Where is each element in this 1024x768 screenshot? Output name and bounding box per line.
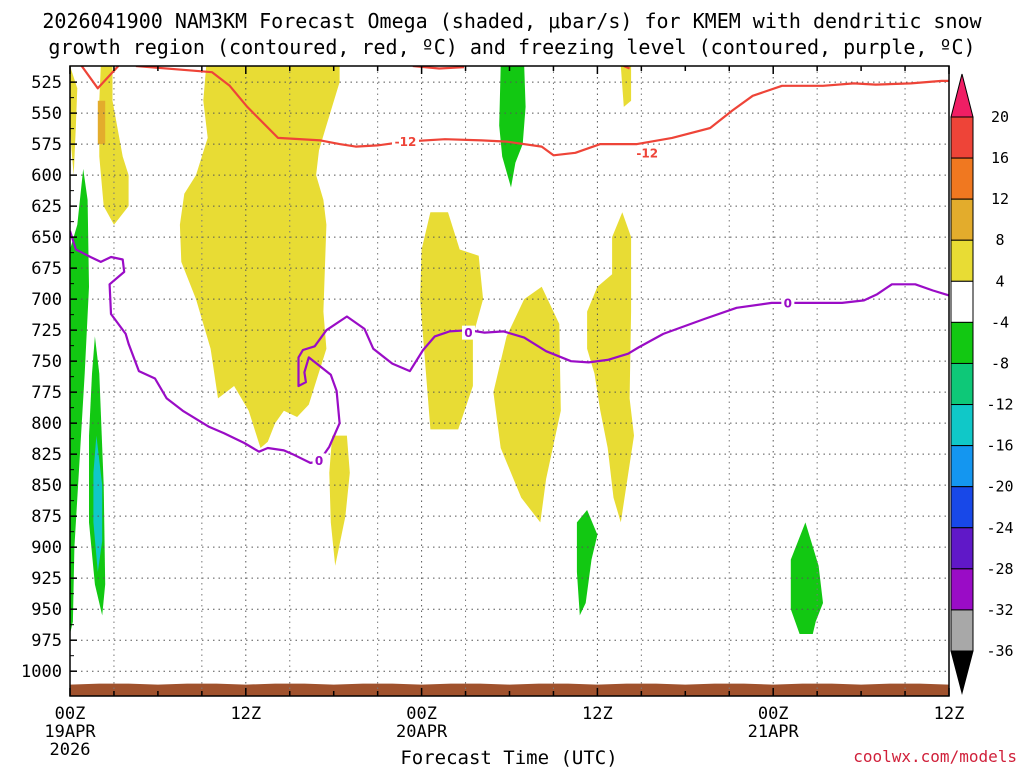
omega-shaded-regions: [70, 66, 823, 634]
x-tick-label-0-2: 2026: [50, 740, 91, 760]
y-tick-label-600: 600: [31, 166, 62, 186]
colorbar-label-9: -20: [986, 478, 1013, 496]
x-tick-label-48-1: 21APR: [748, 722, 800, 742]
colorbar-label-2: 12: [991, 190, 1009, 208]
colorbar-label-1: 16: [991, 149, 1009, 167]
x-tick-label-48-0: 00Z: [758, 704, 789, 724]
dotted-grid: [70, 66, 949, 696]
colorbar-segment-11: [950, 568, 974, 611]
omega-colorbar: 20 16 12 8 4 -4 -8 -12 -16 -20 -24 -28 -32 -36: [950, 73, 1014, 695]
y-tick-label-975: 975: [31, 631, 62, 651]
x-tick-label-0-1: 19APR: [44, 722, 96, 742]
y-tick-label-725: 725: [31, 321, 62, 341]
freezing-contour-label-1: 0: [464, 326, 472, 340]
omega-region-upward-4: [179, 66, 340, 448]
y-tick-label-575: 575: [31, 135, 62, 155]
x-axis-title: Forecast Time (UTC): [400, 747, 617, 768]
colorbar-segment-1: [950, 157, 974, 200]
omega-region-upward-3: [97, 100, 106, 145]
y-tick-label-900: 900: [31, 538, 62, 558]
colorbar-label-6: -8: [991, 354, 1009, 372]
y-tick-label-675: 675: [31, 259, 62, 279]
colorbar-segment-7: [950, 404, 974, 447]
dendritic-label-bg-0: [391, 134, 419, 149]
y-tick-label-875: 875: [31, 507, 62, 527]
colorbar-segment-8: [950, 445, 974, 488]
y-tick-label-750: 750: [31, 352, 62, 372]
freezing-label-bg-0: [312, 453, 326, 468]
x-tick-label-12-0: 12Z: [230, 704, 261, 724]
omega-region-upward-8: [587, 212, 634, 523]
y-tick-label-850: 850: [31, 476, 62, 496]
dendritic-contour-label-1: -12: [636, 146, 658, 160]
colorbar-segment-12: [950, 609, 974, 652]
dendritic-contour-line-0: [80, 66, 120, 90]
colorbar-label-0: 20: [991, 108, 1009, 126]
colorbar-label-3: 8: [995, 231, 1004, 249]
x-tick-label-24-0: 00Z: [406, 704, 437, 724]
colorbar-segment-0: [950, 116, 974, 159]
colorbar-segment-3: [950, 239, 974, 282]
y-tick-label-625: 625: [31, 197, 62, 217]
x-tick-label-0-0: 00Z: [55, 704, 86, 724]
colorbar-segment-9: [950, 486, 974, 529]
colorbar-label-8: -16: [986, 437, 1013, 455]
omega-region-downward-1: [499, 66, 526, 188]
omega-region-upward-2: [99, 66, 129, 225]
omega-region-downward-4: [93, 435, 103, 572]
y-tick-label-800: 800: [31, 414, 62, 434]
credit-label: coolwx.com/models: [853, 747, 1017, 766]
colorbar-segment-6: [950, 362, 974, 406]
colorbar-bottom-triangle: [950, 650, 974, 695]
contour-labels: -12 -12 0 0 0: [312, 134, 795, 468]
colorbar-label-7: -12: [986, 396, 1013, 414]
colorbar-label-5: -4: [991, 313, 1009, 331]
colorbar-label-12: -32: [986, 601, 1013, 619]
x-tick-label-24-1: 20APR: [396, 722, 448, 742]
colorbar-segment-4: [950, 280, 974, 323]
y-tick-label-950: 950: [31, 600, 62, 620]
chart-title-line2: growth region (contoured, red, ºC) and f…: [48, 35, 975, 59]
omega-region-upward-1: [70, 66, 78, 176]
x-tick-label-60-0: 12Z: [934, 704, 965, 724]
colorbar-segment-2: [950, 198, 974, 241]
colorbar-segment-10: [950, 527, 974, 570]
pressure-axis: 525 550 575 600 625 650 675 700 725 750 775 800 825 8…: [21, 73, 77, 682]
omega-region-upward-7: [493, 286, 561, 523]
omega-region-upward-6: [420, 212, 484, 430]
colorbar-label-4: 4: [995, 272, 1004, 290]
y-tick-label-925: 925: [31, 569, 62, 589]
colorbar-label-13: -36: [986, 642, 1013, 660]
freezing-contour-label-0: 0: [315, 454, 323, 468]
omega-region-downward-5: [576, 510, 598, 616]
omega-region-downward-6: [790, 522, 823, 634]
x-tick-label-36-0: 12Z: [582, 704, 613, 724]
freezing-contour-line-0: [70, 230, 949, 464]
y-tick-label-1000: 1000: [21, 662, 62, 682]
freezing-label-bg-2: [781, 295, 795, 310]
omega-region-upward-5: [329, 435, 350, 566]
y-tick-label-775: 775: [31, 383, 62, 403]
chart-title-line1: 2026041900 NAM3KM Forecast Omega (shaded…: [42, 9, 982, 33]
colorbar-top-triangle: [950, 73, 974, 118]
freezing-label-bg-1: [461, 325, 475, 340]
freezing-contour-label-2: 0: [784, 296, 792, 310]
y-tick-label-700: 700: [31, 290, 62, 310]
omega-region-downward-2: [70, 168, 89, 634]
dendritic-contour-line-1: [135, 66, 949, 157]
y-tick-label-550: 550: [31, 104, 62, 124]
dendritic-contour-label-0: -12: [395, 135, 417, 149]
colorbar-label-10: -24: [986, 519, 1013, 537]
dendritic-label-bg-1: [633, 145, 661, 160]
omega-region-upward-9: [620, 66, 632, 107]
y-tick-label-825: 825: [31, 445, 62, 465]
y-tick-label-525: 525: [31, 73, 62, 93]
y-tick-label-650: 650: [31, 228, 62, 248]
colorbar-segment-5: [950, 321, 974, 364]
colorbar-label-11: -28: [986, 560, 1013, 578]
